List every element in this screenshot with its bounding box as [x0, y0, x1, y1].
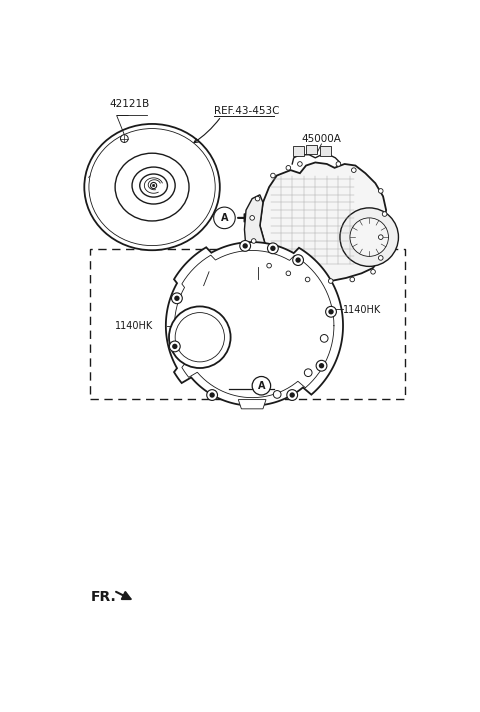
Circle shape [304, 369, 312, 377]
Circle shape [286, 271, 291, 276]
Circle shape [371, 269, 375, 274]
Ellipse shape [115, 153, 189, 221]
Circle shape [267, 263, 271, 268]
Circle shape [320, 335, 328, 342]
Text: A: A [258, 381, 265, 391]
Circle shape [382, 211, 387, 216]
Circle shape [350, 277, 355, 282]
Circle shape [351, 168, 356, 172]
Circle shape [151, 182, 156, 189]
Circle shape [169, 306, 230, 368]
Circle shape [350, 218, 388, 256]
Circle shape [169, 341, 180, 352]
FancyBboxPatch shape [320, 146, 331, 155]
Ellipse shape [132, 167, 175, 204]
FancyBboxPatch shape [306, 145, 317, 154]
Polygon shape [260, 162, 386, 281]
Text: FR.: FR. [90, 590, 116, 604]
Circle shape [209, 392, 215, 398]
Circle shape [273, 391, 281, 398]
Text: VIEW: VIEW [230, 376, 267, 389]
Ellipse shape [84, 124, 220, 250]
Polygon shape [238, 399, 266, 409]
Circle shape [289, 392, 295, 398]
Circle shape [207, 389, 217, 400]
Circle shape [298, 162, 302, 167]
Circle shape [153, 184, 155, 187]
Circle shape [171, 293, 182, 304]
Circle shape [172, 344, 178, 349]
Text: 1140HK: 1140HK [115, 320, 153, 330]
Polygon shape [244, 195, 265, 264]
Text: A: A [221, 213, 228, 223]
Circle shape [287, 389, 298, 400]
Circle shape [175, 313, 225, 362]
Bar [90, 248, 405, 399]
Ellipse shape [140, 174, 168, 197]
Text: 42121B: 42121B [109, 98, 149, 108]
Circle shape [252, 239, 256, 244]
Circle shape [242, 244, 248, 248]
Polygon shape [166, 242, 343, 406]
Circle shape [319, 363, 324, 368]
Circle shape [325, 306, 336, 317]
Circle shape [252, 377, 271, 395]
Circle shape [250, 216, 254, 220]
Circle shape [120, 135, 128, 142]
Text: REF.43-453C: REF.43-453C [214, 106, 279, 116]
Circle shape [174, 295, 180, 301]
Circle shape [240, 241, 251, 251]
Circle shape [340, 208, 398, 266]
Circle shape [328, 278, 333, 283]
Text: 1140HK: 1140HK [343, 305, 381, 315]
Circle shape [378, 256, 383, 260]
Text: 45000A: 45000A [301, 134, 341, 144]
Circle shape [286, 165, 291, 170]
Circle shape [336, 162, 341, 167]
Circle shape [378, 189, 383, 193]
Circle shape [378, 235, 383, 239]
Circle shape [271, 173, 275, 178]
Circle shape [328, 309, 334, 315]
Ellipse shape [89, 129, 215, 246]
FancyBboxPatch shape [293, 146, 304, 155]
Circle shape [295, 257, 301, 263]
Text: 1140HJ: 1140HJ [198, 262, 233, 272]
Circle shape [293, 255, 303, 266]
Circle shape [214, 207, 235, 229]
Circle shape [267, 243, 278, 253]
Circle shape [305, 277, 310, 282]
Circle shape [316, 360, 327, 371]
Text: 1140HJ: 1140HJ [252, 257, 287, 267]
Circle shape [255, 197, 260, 201]
Circle shape [270, 246, 276, 251]
